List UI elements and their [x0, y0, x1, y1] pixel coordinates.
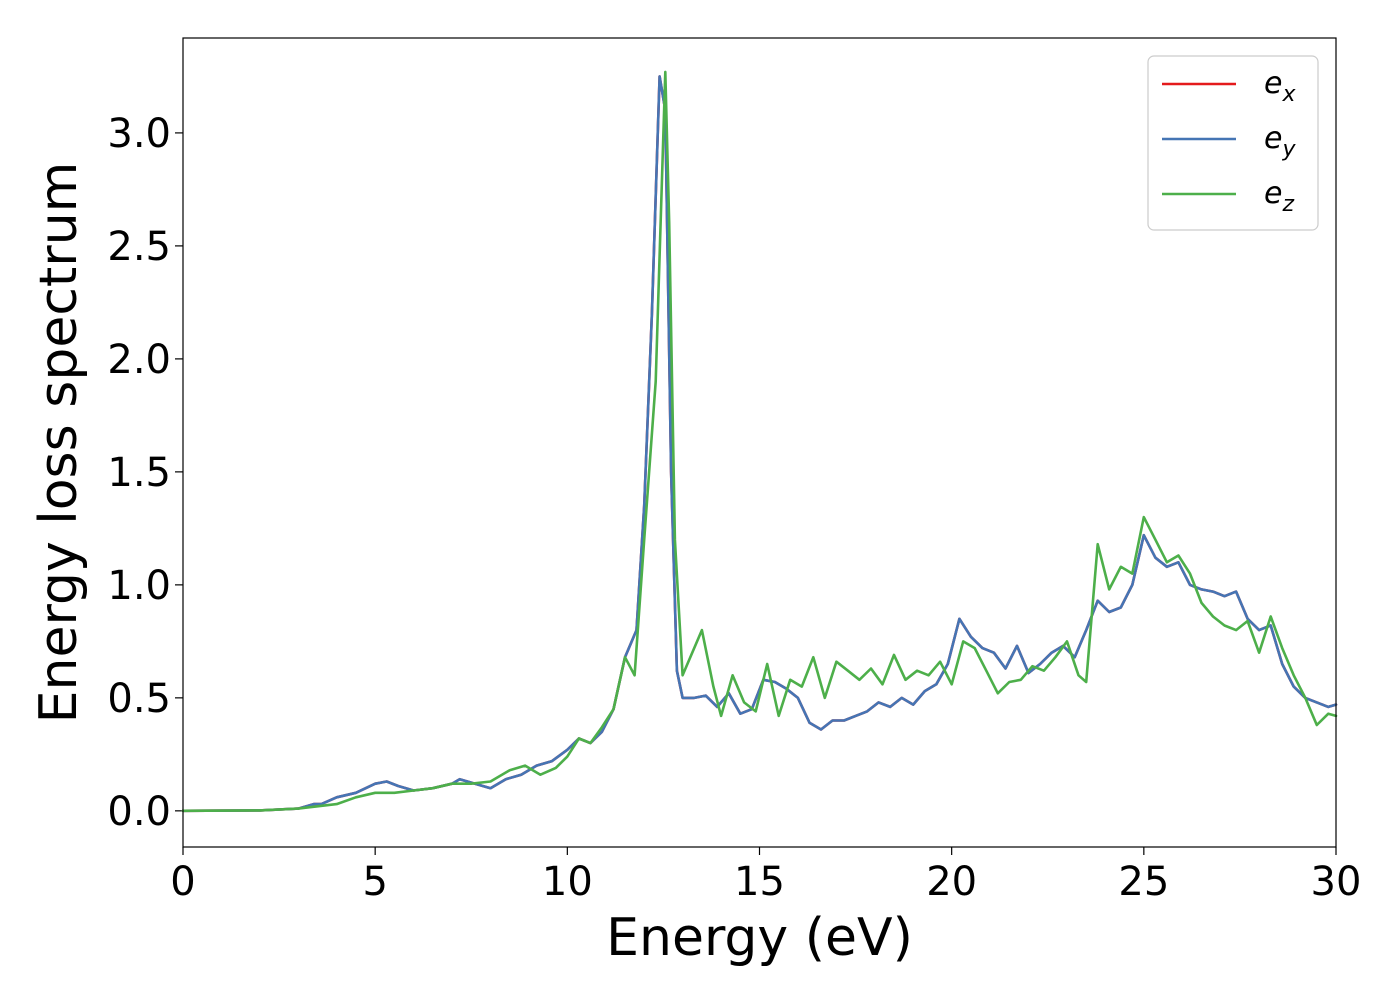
series-line-z	[181, 70, 1338, 813]
y-tick-label: 2.0	[107, 337, 171, 383]
x-tick-label: 25	[1118, 859, 1169, 905]
plot-frame	[182, 37, 1337, 848]
x-tick-label: 10	[542, 859, 593, 905]
plot-lines	[181, 70, 1338, 813]
x-tick-label: 20	[926, 859, 977, 905]
y-tick-label: 1.5	[107, 450, 171, 496]
x-tick-label: 5	[362, 859, 387, 905]
y-tick-label: 2.5	[107, 224, 171, 270]
y-axis-title: Energy loss spectrum	[29, 162, 89, 724]
y-tick-label: 0.5	[107, 676, 171, 722]
x-axis: 0 5 10 15 20 25 30	[170, 847, 1361, 905]
x-axis-title: Energy (eV)	[606, 908, 913, 968]
x-tick-label: 0	[170, 859, 195, 905]
y-tick-label: 1.0	[107, 563, 171, 609]
y-tick-label: 3.0	[107, 111, 171, 157]
x-tick-label: 15	[734, 859, 785, 905]
x-tick-label: 30	[1311, 859, 1362, 905]
y-tick-label: 0.0	[107, 789, 171, 835]
legend-box	[1147, 55, 1319, 231]
series-line-y	[181, 75, 1338, 813]
y-axis: 0.0 0.5 1.0 1.5 2.0 2.5 3.0	[107, 111, 183, 835]
